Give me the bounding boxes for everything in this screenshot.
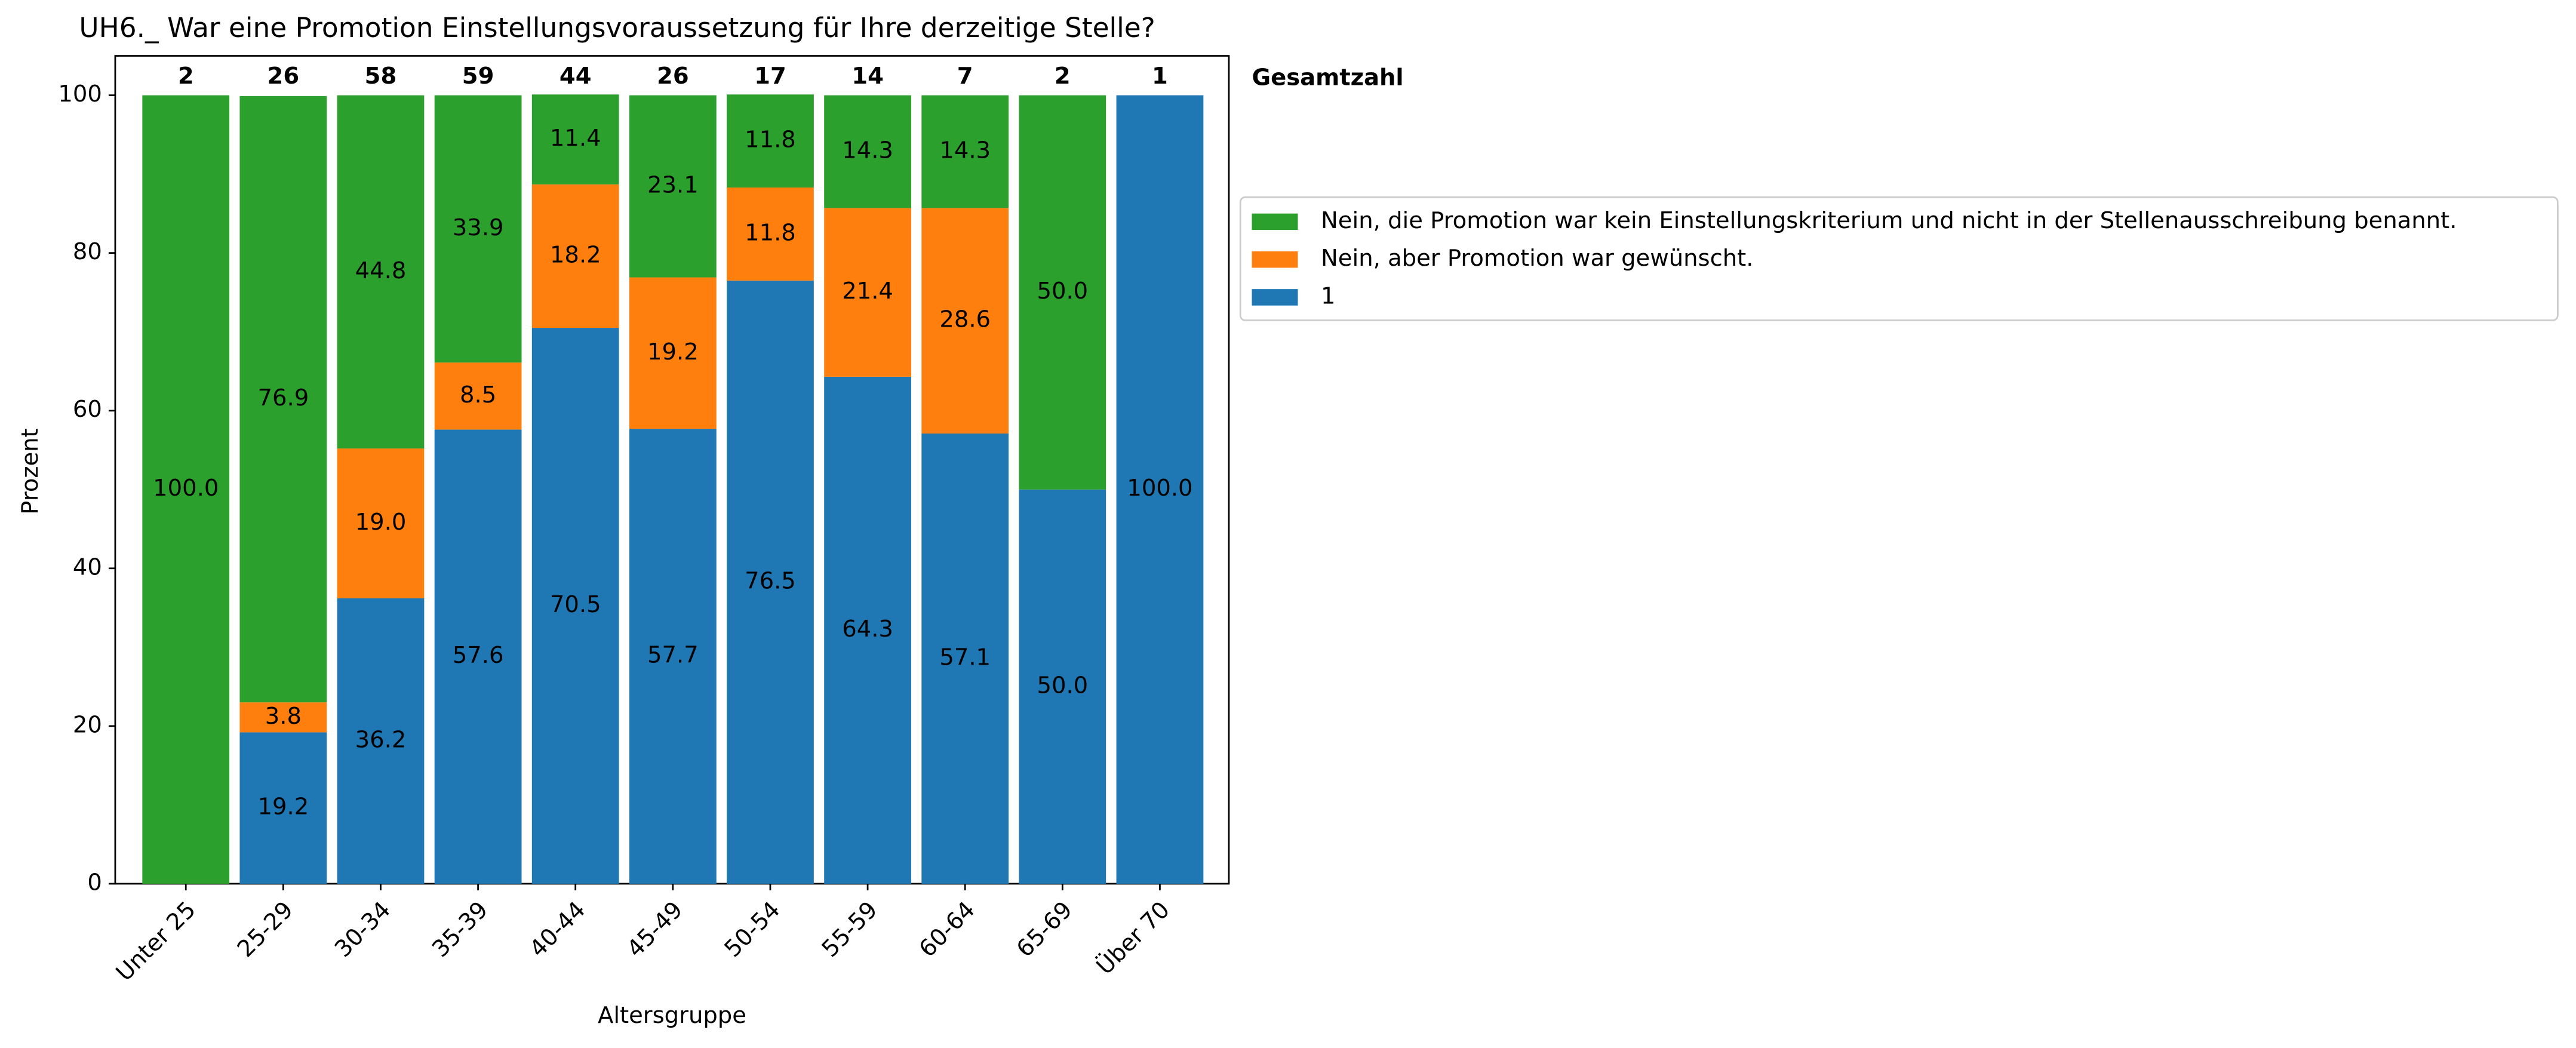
bar-segment bbox=[434, 95, 522, 363]
value-label: 11.8 bbox=[745, 219, 796, 246]
value-label: 21.4 bbox=[842, 278, 893, 305]
bar-segment bbox=[629, 429, 717, 884]
value-label: 28.6 bbox=[939, 306, 991, 333]
value-label: 33.9 bbox=[453, 214, 504, 241]
total-label: 1 bbox=[1152, 63, 1168, 90]
legend-box bbox=[1239, 196, 2559, 321]
bar-segment bbox=[531, 94, 619, 185]
total-label: 59 bbox=[462, 63, 494, 90]
y-tick-label: 100 bbox=[58, 81, 102, 107]
bar-segment bbox=[629, 277, 717, 429]
x-tick-label: 55-59 bbox=[817, 896, 883, 963]
bar-segment bbox=[1019, 95, 1106, 490]
value-label: 11.4 bbox=[550, 125, 601, 152]
value-label: 64.3 bbox=[842, 616, 893, 643]
total-label: 44 bbox=[560, 63, 592, 90]
x-tick-label: 35-39 bbox=[427, 896, 493, 963]
bar-segment bbox=[824, 95, 911, 208]
x-tick-label: 65-69 bbox=[1012, 896, 1078, 963]
value-label: 8.5 bbox=[460, 382, 496, 408]
bar-segment bbox=[239, 732, 327, 884]
legend-label: Nein, aber Promotion war gewünscht. bbox=[1321, 245, 1754, 272]
bar-segment bbox=[142, 95, 230, 884]
bar-segment bbox=[727, 94, 814, 188]
x-tick-label: 40-44 bbox=[524, 896, 591, 963]
bar-segment bbox=[727, 280, 814, 884]
value-label: 23.1 bbox=[647, 172, 699, 199]
bar-segment bbox=[239, 96, 327, 703]
y-tick-label: 20 bbox=[73, 711, 102, 738]
bar-segment bbox=[1116, 95, 1204, 884]
value-label: 76.5 bbox=[745, 567, 796, 594]
x-tick-label: Über 70 bbox=[1091, 896, 1175, 980]
value-label: 19.0 bbox=[355, 509, 407, 536]
value-label: 57.1 bbox=[939, 644, 991, 671]
y-tick-label: 0 bbox=[87, 869, 102, 896]
value-label: 19.2 bbox=[647, 339, 699, 365]
value-label: 11.8 bbox=[745, 127, 796, 153]
value-label: 100.0 bbox=[1127, 475, 1192, 502]
total-label: 2 bbox=[178, 63, 194, 90]
bar-segment bbox=[531, 184, 619, 328]
value-label: 18.2 bbox=[550, 241, 601, 268]
legend-label: Nein, die Promotion war kein Einstellung… bbox=[1321, 207, 2457, 234]
bar-segment bbox=[337, 448, 425, 598]
value-label: 14.3 bbox=[842, 137, 893, 164]
y-tick-label: 60 bbox=[73, 396, 102, 423]
bar-segment bbox=[1019, 489, 1106, 884]
value-label: 19.2 bbox=[257, 794, 309, 820]
bar-segment bbox=[434, 429, 522, 884]
bar-segment bbox=[434, 362, 522, 430]
total-label: 2 bbox=[1055, 63, 1071, 90]
totals-header: Gesamtzahl bbox=[1252, 64, 1403, 91]
value-label: 76.9 bbox=[257, 385, 309, 411]
x-axis-label: Altersgruppe bbox=[598, 1002, 746, 1029]
total-label: 26 bbox=[657, 63, 689, 90]
value-label: 70.5 bbox=[550, 591, 601, 618]
value-label: 3.8 bbox=[265, 703, 302, 730]
legend-swatch bbox=[1252, 251, 1298, 268]
value-label: 57.6 bbox=[453, 642, 504, 669]
value-label: 50.0 bbox=[1037, 672, 1088, 699]
x-tick-label: 45-49 bbox=[622, 896, 688, 963]
legend-swatch bbox=[1252, 213, 1298, 231]
bar-segment bbox=[337, 95, 425, 449]
total-label: 17 bbox=[754, 63, 786, 90]
value-label: 44.8 bbox=[355, 257, 407, 284]
legend-swatch bbox=[1252, 289, 1298, 306]
x-tick-label: 25-29 bbox=[232, 896, 299, 963]
y-axis-label: Prozent bbox=[17, 428, 44, 514]
y-tick-label: 40 bbox=[73, 554, 102, 580]
bar-segment bbox=[337, 598, 425, 884]
value-label: 57.7 bbox=[647, 641, 699, 668]
legend-label: 1 bbox=[1321, 282, 1336, 309]
legend: Nein, die Promotion war kein Einstellung… bbox=[1239, 196, 2559, 321]
value-label: 36.2 bbox=[355, 726, 407, 753]
bar-segment bbox=[921, 433, 1009, 884]
x-tick-label: 60-64 bbox=[914, 896, 980, 963]
value-label: 100.0 bbox=[153, 475, 219, 502]
total-label: 58 bbox=[365, 63, 397, 90]
value-label: 14.3 bbox=[939, 137, 991, 164]
bar-segment bbox=[824, 376, 911, 884]
bar-segment bbox=[531, 328, 619, 884]
bar-segment bbox=[824, 208, 911, 377]
y-tick-label: 80 bbox=[73, 238, 102, 265]
total-label: 14 bbox=[852, 63, 884, 90]
x-tick-label: 50-54 bbox=[720, 896, 786, 963]
bar-segment bbox=[921, 95, 1009, 208]
x-tick-label: Unter 25 bbox=[111, 896, 201, 986]
value-label: 50.0 bbox=[1037, 278, 1088, 305]
bar-segment bbox=[239, 702, 327, 733]
bar-segment bbox=[629, 95, 717, 278]
total-label: 26 bbox=[268, 63, 300, 90]
chart-title: UH6._ War eine Promotion Einstellungsvor… bbox=[79, 12, 1155, 44]
bar-segment bbox=[727, 188, 814, 281]
bar-segment bbox=[921, 208, 1009, 434]
total-label: 7 bbox=[957, 63, 973, 90]
x-tick-label: 30-34 bbox=[330, 896, 396, 963]
